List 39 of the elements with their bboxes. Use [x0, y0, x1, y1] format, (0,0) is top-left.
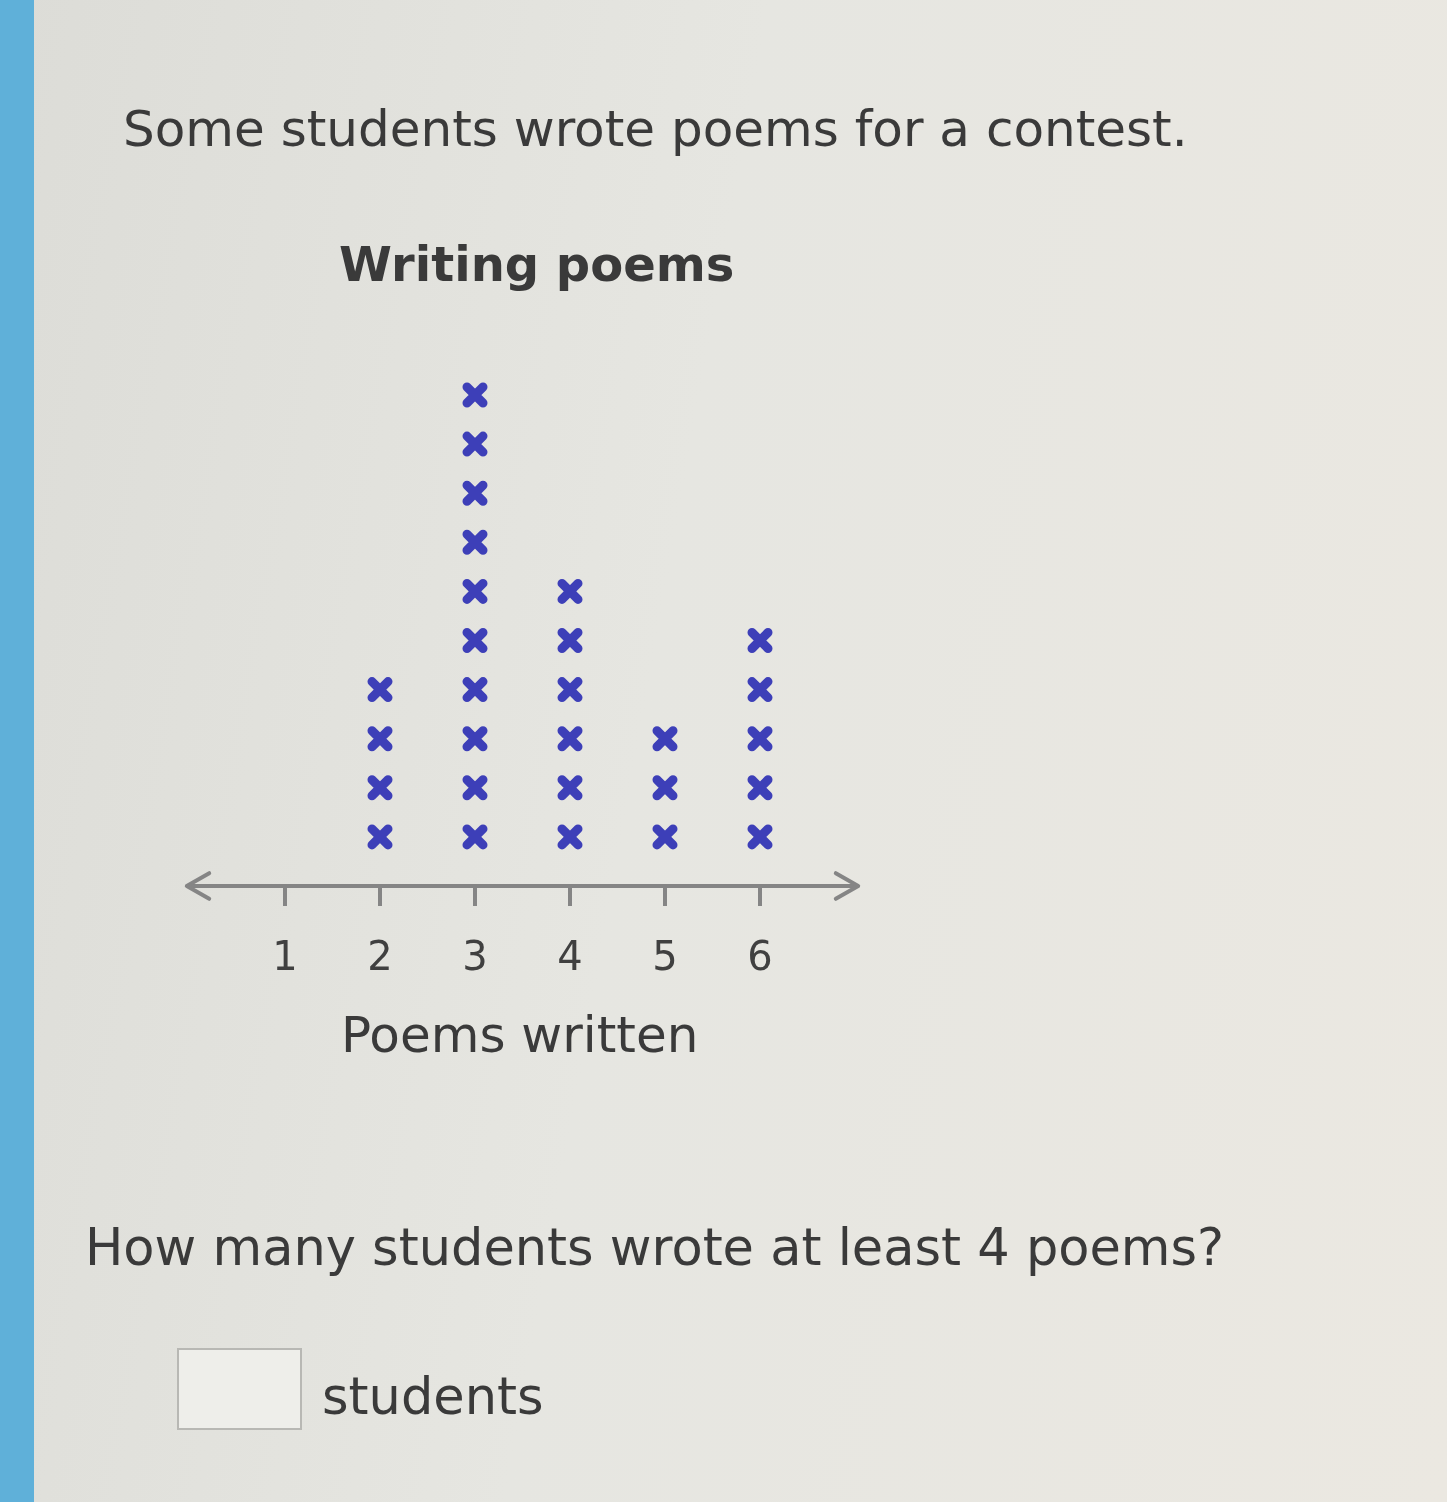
point	[747, 775, 773, 801]
x-tick-label: 5	[652, 933, 678, 979]
point	[557, 824, 583, 850]
point	[462, 431, 488, 457]
point	[747, 628, 773, 653]
x-tick-label: 3	[462, 933, 488, 979]
x-axis-title: Poems written	[341, 1006, 699, 1064]
point	[462, 824, 488, 850]
point	[557, 775, 583, 801]
point	[462, 480, 488, 506]
point	[462, 382, 488, 408]
point	[367, 775, 393, 801]
point	[747, 726, 773, 752]
point	[462, 726, 488, 752]
point	[367, 677, 393, 703]
text: How many students wrote at least 4 poems?	[85, 1218, 1225, 1277]
point	[557, 726, 583, 752]
point	[462, 775, 488, 801]
x-tick-label: 6	[747, 933, 773, 979]
point	[747, 824, 773, 850]
point	[367, 824, 393, 850]
text: students	[322, 1367, 544, 1426]
point	[557, 677, 583, 703]
text: Some students wrote poems for a contest.	[123, 100, 1188, 158]
point	[652, 775, 678, 801]
point	[462, 578, 488, 604]
point	[747, 677, 773, 703]
x-tick-label: 2	[367, 933, 393, 979]
point	[462, 529, 488, 555]
point	[367, 726, 393, 752]
x-tick-label: 4	[557, 933, 583, 979]
point	[462, 677, 488, 703]
x-tick-label: 1	[272, 933, 298, 979]
point	[462, 628, 488, 653]
point	[652, 824, 678, 850]
chart-title: Writing poems	[339, 236, 735, 292]
point	[557, 628, 583, 653]
point	[557, 578, 583, 604]
point	[652, 726, 678, 752]
